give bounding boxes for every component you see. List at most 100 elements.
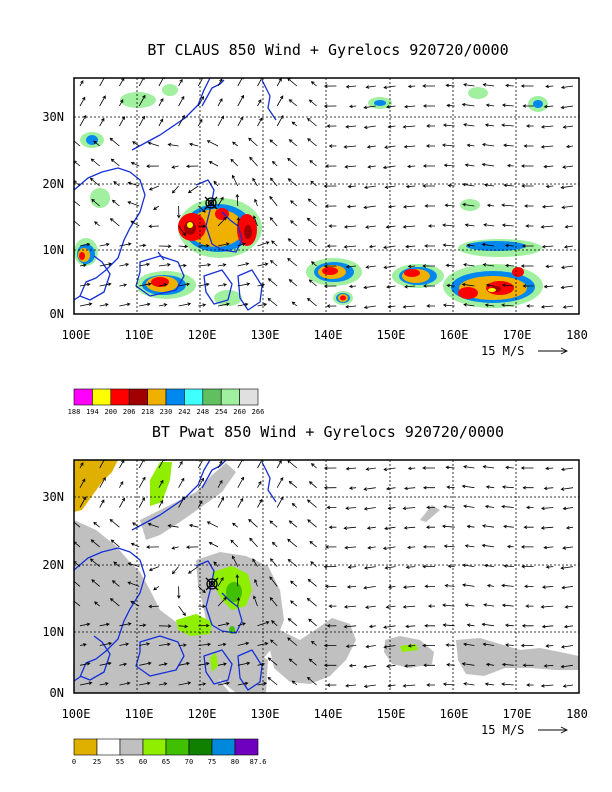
wind-arrow: [323, 264, 337, 268]
wind-arrow: [461, 484, 475, 489]
wind-arrow: [422, 485, 435, 490]
pwat-colorbar-label: 75: [208, 758, 216, 766]
panel-claus: BT CLAUS 850 Wind + Gyrelocs 920720/0000: [42, 41, 588, 416]
wind-arrow: [237, 262, 250, 267]
wind-arrow: [345, 506, 357, 510]
wind-arrow: [424, 624, 435, 628]
wind-arrow: [344, 164, 357, 169]
wind-arrow: [217, 196, 224, 207]
wind-arrow: [423, 284, 435, 288]
wind-arrow: [158, 283, 168, 287]
wind-arrow: [466, 524, 475, 529]
wind-arrow: [443, 163, 455, 168]
x-tick-label: 180: [566, 328, 588, 342]
wind-arrow: [237, 641, 250, 646]
wind-arrow: [148, 604, 159, 609]
wind-arrow: [269, 576, 278, 587]
wind-arrow: [326, 624, 337, 628]
wind-arrow: [232, 522, 239, 528]
wind-arrow: [562, 546, 574, 550]
pwat-colorbar-swatch: [234, 738, 259, 756]
wind-arrow: [422, 643, 435, 648]
wind-arrow: [348, 284, 357, 289]
wind-arrow: [267, 676, 278, 686]
wind-arrow: [405, 244, 416, 249]
wind-arrow: [148, 224, 159, 229]
claus-colorbar-swatch: [147, 388, 167, 406]
wind-arrow: [217, 216, 227, 227]
wind-arrow: [348, 486, 357, 490]
wind-arrow: [446, 485, 455, 490]
wind-arrow: [323, 643, 337, 648]
wind-arrow: [217, 576, 224, 587]
claus-colorbar-swatch: [128, 388, 148, 406]
wind-arrow: [290, 600, 298, 607]
wind-arrow: [288, 658, 298, 666]
wind-arrow: [74, 138, 81, 147]
wind-arrow: [466, 623, 475, 627]
colorbar-panel2: 0 25 55 60 65 70 75 80 87.6: [72, 738, 266, 766]
wind-arrow: [187, 566, 199, 574]
wind-arrow: [110, 158, 120, 167]
wind-arrow: [306, 297, 317, 307]
wind-arrow: [74, 198, 81, 207]
wind-arrow: [563, 245, 574, 249]
x-tick-label: 150E: [377, 707, 406, 721]
wind-arrow: [79, 96, 86, 107]
wind-arrow: [217, 681, 230, 686]
wind-arrow: [153, 586, 160, 591]
wind-arrow: [501, 283, 514, 288]
wind-arrow: [79, 462, 84, 469]
wind-arrow: [402, 305, 416, 309]
wind-arrow: [365, 467, 376, 471]
wind-arrow: [158, 98, 164, 107]
pwat-colorbar-swatch: [142, 738, 167, 756]
wind-arrow: [462, 182, 475, 187]
wind-arrow: [308, 618, 317, 627]
panel2-title: BT Pwat 850 Wind + Gyrelocs 920720/0000: [152, 423, 504, 441]
wind-arrow: [501, 203, 514, 207]
wind-arrow: [540, 526, 554, 530]
wind-arrow: [560, 467, 574, 471]
wind-arrow: [217, 596, 227, 607]
wind-arrow: [520, 84, 534, 88]
x-tick-label: 150E: [377, 328, 406, 342]
y-axis-panel2: 30N 20N 10N 0N: [42, 490, 64, 700]
wind-arrow: [178, 477, 185, 488]
wind-arrow: [287, 157, 298, 167]
wind-arrow: [383, 625, 396, 629]
wind-arrow: [526, 304, 534, 308]
wind-arrow: [99, 303, 109, 307]
wind-arrow: [382, 165, 396, 170]
wind-arrow: [564, 605, 574, 609]
claus-colorbar-label: 242: [178, 408, 191, 416]
wind-arrow: [404, 284, 416, 289]
wind-arrow: [119, 662, 128, 667]
wind-arrow: [206, 521, 219, 528]
gyre-location-marker: [205, 577, 219, 591]
wind-arrow: [94, 601, 100, 607]
claus-colorbar-label: 230: [160, 408, 173, 416]
x-tick-label: 130E: [251, 707, 280, 721]
wind-arrow: [445, 465, 455, 470]
wind-arrow: [217, 302, 230, 307]
wind-arrow: [269, 639, 278, 646]
wind-arrow: [310, 561, 317, 567]
wind-arrow: [501, 682, 514, 686]
wind-arrow: [464, 223, 475, 227]
wind-arrow: [138, 94, 146, 107]
claus-colorbar-label: 266: [252, 408, 265, 416]
wind-arrow: [237, 282, 251, 287]
wind-arrow: [501, 303, 514, 307]
wind-arrow: [562, 506, 574, 511]
wind-arrow: [147, 522, 160, 528]
gyre-location-marker: [204, 196, 218, 210]
wind-arrow: [326, 505, 337, 510]
wind-arrow: [522, 284, 534, 288]
x-tick-label: 120E: [188, 328, 217, 342]
wind-arrow: [560, 566, 574, 570]
wind-arrow: [407, 264, 416, 269]
wind-arrow: [344, 545, 357, 550]
wind-arrow: [562, 305, 574, 309]
wind-arrow: [79, 80, 84, 87]
